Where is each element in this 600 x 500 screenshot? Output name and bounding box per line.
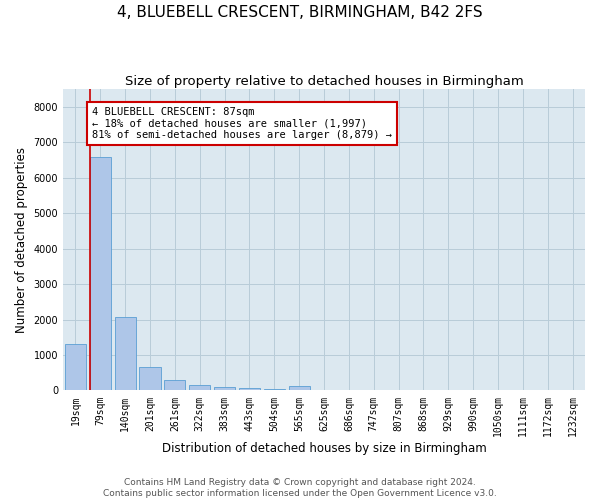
Text: 4 BLUEBELL CRESCENT: 87sqm
← 18% of detached houses are smaller (1,997)
81% of s: 4 BLUEBELL CRESCENT: 87sqm ← 18% of deta…: [92, 107, 392, 140]
Bar: [214, 387, 235, 390]
Bar: [164, 380, 185, 390]
Title: Size of property relative to detached houses in Birmingham: Size of property relative to detached ho…: [125, 75, 523, 88]
Bar: [264, 388, 285, 390]
Y-axis label: Number of detached properties: Number of detached properties: [15, 147, 28, 333]
Text: Contains HM Land Registry data © Crown copyright and database right 2024.
Contai: Contains HM Land Registry data © Crown c…: [103, 478, 497, 498]
Bar: [65, 344, 86, 391]
Bar: [90, 156, 111, 390]
Bar: [189, 386, 211, 390]
Bar: [115, 316, 136, 390]
Bar: [289, 386, 310, 390]
Text: 4, BLUEBELL CRESCENT, BIRMINGHAM, B42 2FS: 4, BLUEBELL CRESCENT, BIRMINGHAM, B42 2F…: [117, 5, 483, 20]
X-axis label: Distribution of detached houses by size in Birmingham: Distribution of detached houses by size …: [161, 442, 487, 455]
Bar: [239, 388, 260, 390]
Bar: [139, 368, 161, 390]
